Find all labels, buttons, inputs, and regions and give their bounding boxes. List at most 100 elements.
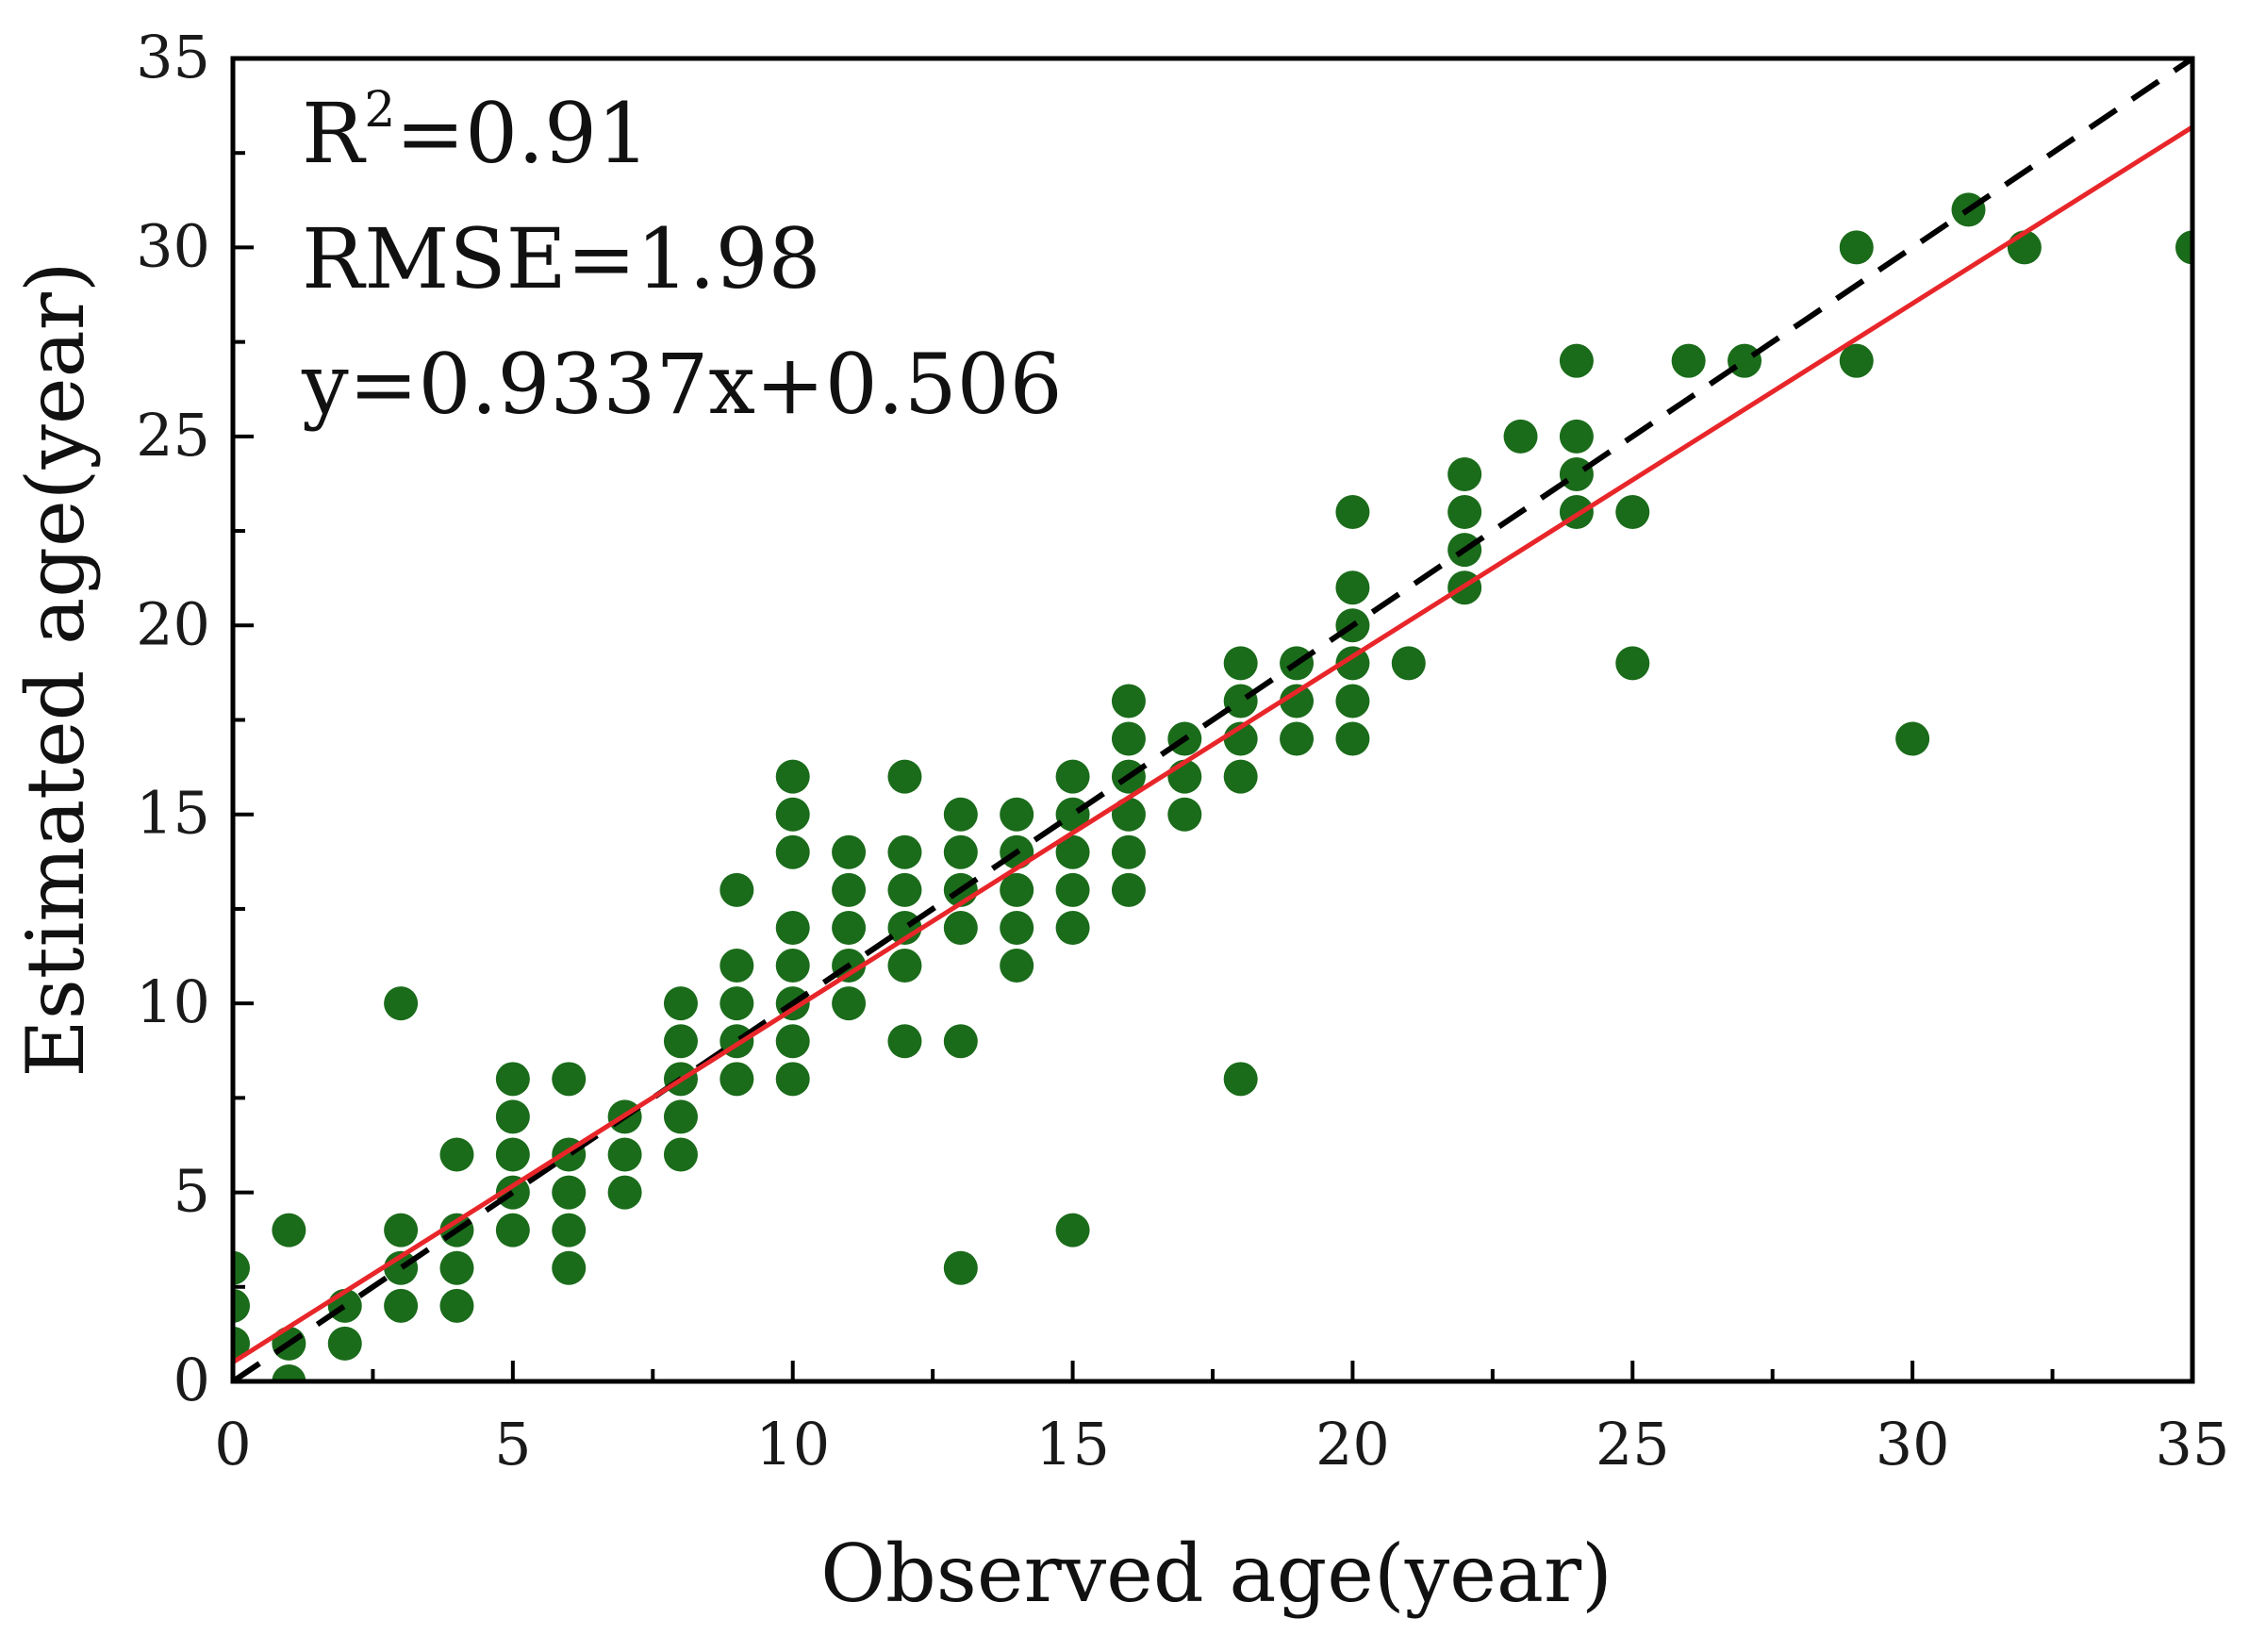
data-point [1447,456,1482,491]
data-point [943,797,978,832]
data-point [1055,834,1090,869]
x-tick-label: 5 [494,1410,531,1479]
data-point [1335,721,1370,756]
data-point [1000,949,1034,983]
x-tick-label: 25 [1596,1410,1670,1479]
regression-equation: y=0.9337x+0.506 [301,336,1063,433]
data-point [272,1364,306,1381]
data-point [607,1175,642,1210]
data-point [775,1062,810,1097]
x-tick-label: 15 [1035,1410,1110,1479]
data-point [384,986,419,1021]
data-point [1223,1062,1258,1097]
data-point [719,872,754,907]
data-point [233,1250,250,1285]
data-point [495,1213,530,1247]
data-point [1447,495,1482,530]
y-tick-label: 0 [174,1346,210,1414]
data-point [663,986,698,1021]
data-point [1335,495,1370,530]
data-point [1728,343,1762,378]
data-point [1839,230,1874,265]
data-point [1111,721,1146,756]
data-point [1223,759,1258,794]
x-tick-label: 20 [1315,1410,1390,1479]
data-point [1335,570,1370,605]
data-point [1335,684,1370,719]
rmse-annotation: RMSE=1.98 [302,210,821,307]
data-point [943,1024,978,1059]
data-point [439,1137,474,1172]
data-point [943,834,978,869]
data-point [1223,684,1258,719]
data-point [775,834,810,869]
data-point [327,1326,362,1361]
data-point [832,872,867,907]
r-squared-annotation: R2=0.91 [302,82,650,182]
data-point [1335,646,1370,681]
r2-prefix: R [302,85,367,182]
points-layer [233,192,2192,1381]
identity-line [233,58,2192,1381]
data-point [663,1099,698,1134]
data-point [832,986,867,1021]
x-tick-label: 35 [2156,1410,2230,1479]
data-point [1055,872,1090,907]
axes-layer [230,56,2195,1384]
data-point [943,1250,978,1285]
lines-layer [233,58,2192,1381]
data-point [1111,797,1146,832]
y-tick-label: 20 [136,589,210,658]
data-point [1167,797,1202,832]
data-point [832,910,867,945]
data-point [775,910,810,945]
y-tick-label: 30 [136,211,210,280]
data-point [775,949,810,983]
data-point [1503,419,1538,454]
data-point [887,872,922,907]
x-axis-title: Observed age(year) [820,1528,1612,1620]
data-point [832,834,867,869]
data-point [1111,834,1146,869]
data-point [1280,684,1315,719]
data-point [887,949,922,983]
data-point [887,1024,922,1059]
tick-labels-layer: 0 5 10 15 20 25 30 35 0 5 10 15 20 25 30 35 [136,23,2229,1479]
data-point [552,1062,587,1097]
regression-line [233,124,2192,1364]
data-point [552,1175,587,1210]
data-point [775,1024,810,1059]
data-point [233,1288,250,1323]
data-point [719,986,754,1021]
data-point [1559,419,1594,454]
data-point [887,834,922,869]
data-point [495,1099,530,1134]
data-point [1055,1213,1090,1247]
data-point [495,1137,530,1172]
r2-value: =0.91 [395,85,650,182]
y-tick-label: 25 [136,401,210,470]
y-tick-label: 5 [174,1157,210,1226]
data-point [552,1250,587,1285]
data-point [719,949,754,983]
data-point [663,1137,698,1172]
data-point [384,1213,419,1247]
x-tick-label: 0 [214,1410,251,1479]
data-point [775,797,810,832]
data-point [384,1288,419,1323]
data-point [1111,684,1146,719]
data-point [1615,495,1650,530]
data-point [1671,343,1706,378]
x-tick-label: 30 [1876,1410,1950,1479]
data-point [1000,797,1034,832]
x-tick-label: 10 [755,1410,830,1479]
data-point [495,1062,530,1097]
y-tick-label: 10 [136,967,210,1036]
data-point [1839,343,1874,378]
data-point [439,1250,474,1285]
y-tick-label: 15 [136,779,210,848]
data-point [2175,230,2192,265]
data-point [719,1062,754,1097]
